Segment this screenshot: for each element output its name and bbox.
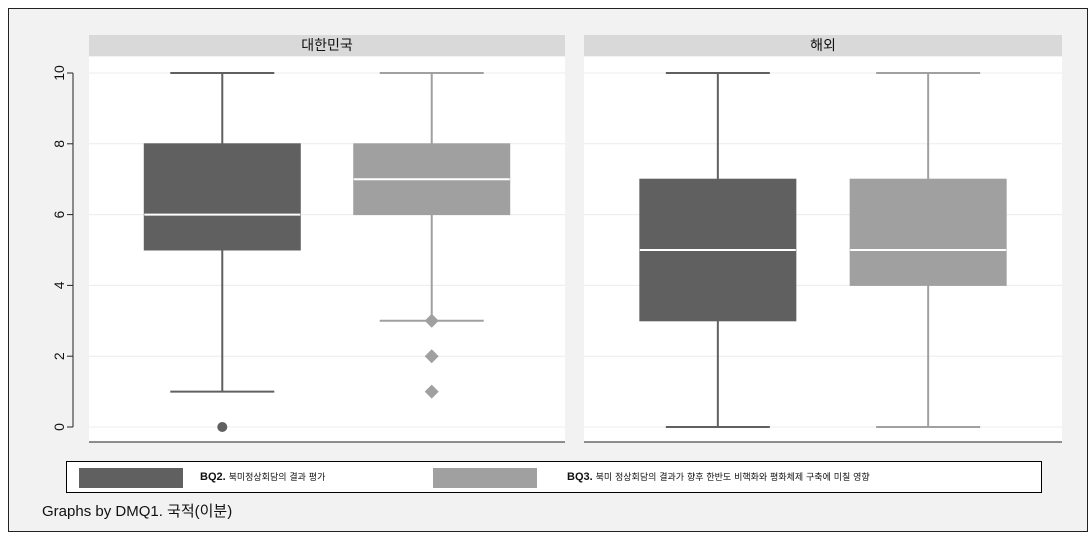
y-tick-label: 2 — [51, 352, 67, 360]
outlier-point — [424, 313, 439, 328]
y-tick-label: 4 — [51, 281, 67, 289]
y-tick-label: 10 — [51, 65, 67, 81]
panel-strip-0 — [89, 35, 565, 56]
legend-swatch-bq2 — [79, 468, 183, 488]
legend-swatch-bq3 — [433, 468, 537, 488]
graphs-by-note: Graphs by DMQ1. 국적(이분) — [42, 503, 233, 520]
legend: BQ2. 북미정상회담의 결과 평가 BQ3. 북미 정상회담의 결과가 향후 … — [66, 461, 1042, 493]
legend-label-bq2: BQ2. 북미정상회담의 결과 평가 — [200, 471, 326, 483]
panel-title-0: 대한민국 — [301, 38, 353, 54]
panel-strip-1 — [584, 35, 1062, 56]
box-BQ3 — [849, 178, 1007, 286]
box-BQ2 — [143, 143, 301, 251]
y-tick-label: 0 — [51, 423, 67, 431]
y-tick-label: 8 — [51, 140, 67, 148]
panel-title-1: 해외 — [810, 38, 836, 54]
legend-label-bq3: BQ3. 북미 정상회담의 결과가 향후 한반도 비핵화와 평화체제 구축에 미… — [567, 471, 870, 483]
outlier-point — [424, 384, 439, 399]
outlier-point — [424, 349, 439, 364]
y-tick-label: 6 — [51, 210, 67, 218]
outlier-point — [217, 422, 228, 432]
